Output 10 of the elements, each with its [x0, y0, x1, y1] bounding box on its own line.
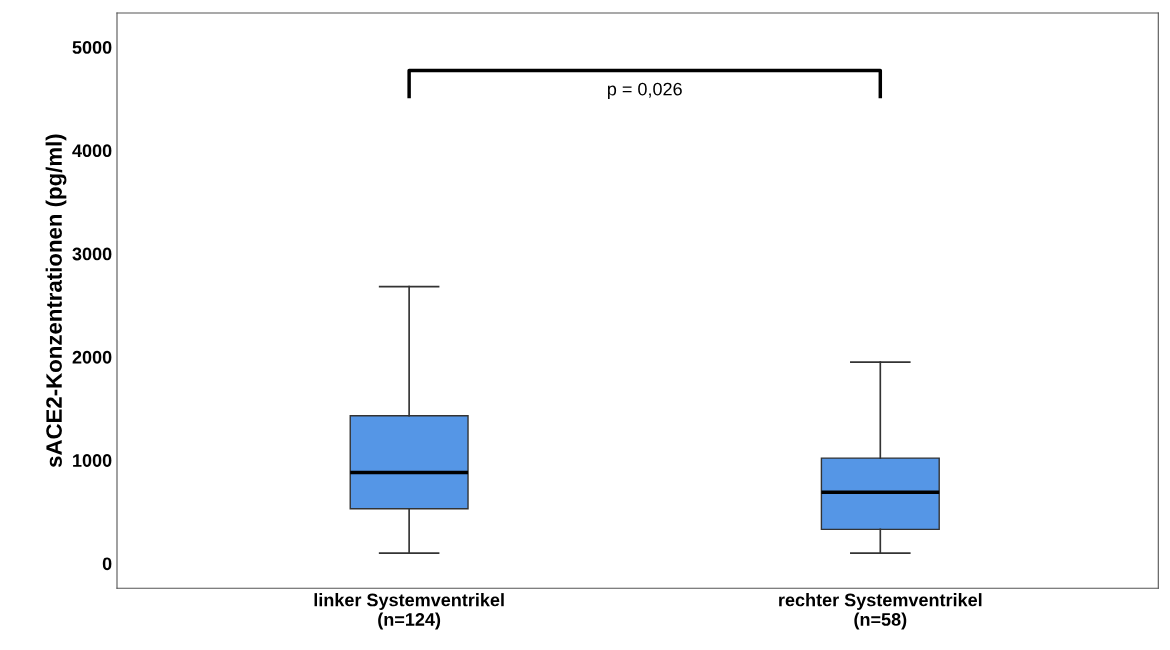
y-tick-label: 5000 [72, 41, 112, 54]
y-tick-label: 4000 [72, 144, 112, 158]
x-tick-label: linker Systemventrikel (n=124) [314, 593, 504, 630]
x-tick-label: rechter Systemventrikel (n=58) [779, 593, 982, 630]
y-axis-title: sACE2-Konzentrationen (pg/ml) [45, 134, 67, 468]
y-tick-label: 2000 [72, 350, 112, 364]
annotation: p = 0,026 [607, 82, 682, 100]
y-tick-label: 3000 [72, 247, 112, 261]
y-tick-label: 1000 [73, 454, 112, 467]
y-tick-label: 0 [102, 557, 112, 571]
